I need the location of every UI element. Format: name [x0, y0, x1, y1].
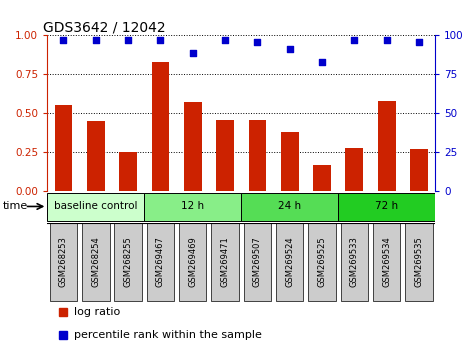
Text: GSM269525: GSM269525 [317, 236, 326, 287]
Text: 72 h: 72 h [375, 201, 398, 211]
Bar [281, 132, 298, 191]
Bar [248, 120, 266, 191]
Bar [82, 223, 110, 301]
Bar [184, 102, 201, 191]
Bar [211, 223, 239, 301]
Text: GSM269469: GSM269469 [188, 236, 197, 287]
Point [383, 37, 391, 43]
Text: GSM269467: GSM269467 [156, 236, 165, 287]
Point [221, 37, 229, 43]
Point [415, 39, 423, 45]
Bar [276, 223, 304, 301]
Bar [313, 165, 331, 191]
Text: 24 h: 24 h [278, 201, 301, 211]
Text: GSM269533: GSM269533 [350, 236, 359, 287]
Bar [345, 148, 363, 191]
Point [157, 37, 164, 43]
Bar [373, 223, 401, 301]
Point [286, 47, 293, 52]
Text: GSM269507: GSM269507 [253, 236, 262, 287]
Text: 12 h: 12 h [181, 201, 204, 211]
Bar [244, 223, 271, 301]
Bar [341, 223, 368, 301]
Point [254, 39, 261, 45]
Bar [47, 193, 144, 222]
Text: GSM268253: GSM268253 [59, 236, 68, 287]
Bar [216, 120, 234, 191]
Text: GSM269534: GSM269534 [382, 236, 391, 287]
Bar [87, 121, 105, 191]
Bar [144, 193, 241, 222]
Bar [179, 223, 207, 301]
Point [318, 59, 326, 65]
Text: GSM269471: GSM269471 [220, 236, 229, 287]
Bar [50, 223, 77, 301]
Text: GSM268254: GSM268254 [91, 236, 100, 287]
Text: GSM268255: GSM268255 [123, 236, 132, 287]
Text: log ratio: log ratio [74, 307, 121, 318]
Text: baseline control: baseline control [54, 201, 138, 211]
Bar [54, 105, 72, 191]
Text: percentile rank within the sample: percentile rank within the sample [74, 330, 263, 341]
Text: time: time [2, 201, 27, 211]
Point [92, 37, 100, 43]
Bar [119, 152, 137, 191]
Bar [308, 223, 336, 301]
Text: GSM269524: GSM269524 [285, 236, 294, 287]
Bar [147, 223, 174, 301]
Point [350, 37, 358, 43]
Bar [405, 223, 433, 301]
Point [189, 50, 197, 55]
Text: GDS3642 / 12042: GDS3642 / 12042 [44, 20, 166, 34]
Point [60, 37, 67, 43]
Bar [151, 62, 169, 191]
Text: GSM269535: GSM269535 [414, 236, 423, 287]
Bar [378, 101, 395, 191]
Bar [338, 193, 435, 222]
Bar [241, 193, 338, 222]
Bar [410, 149, 428, 191]
Point [124, 37, 132, 43]
Bar [114, 223, 142, 301]
